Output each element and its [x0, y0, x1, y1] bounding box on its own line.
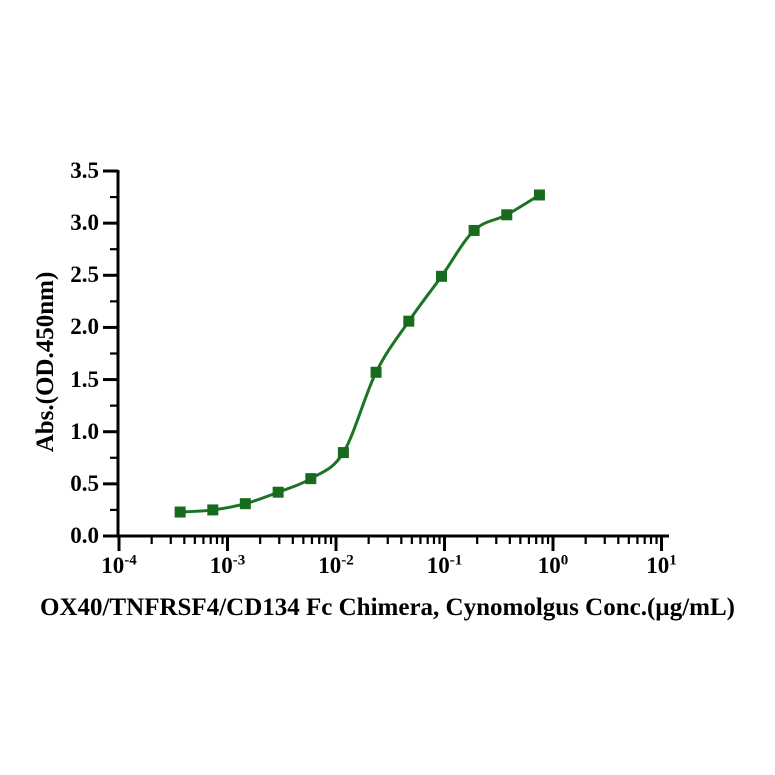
x-axis-title: OX40/TNFRSF4/CD134 Fc Chimera, Cynomolgu… [40, 594, 735, 621]
x-tick-label: 100 [537, 552, 569, 578]
data-point-marker [468, 224, 480, 236]
data-point-marker [370, 366, 382, 378]
data-point-marker [501, 209, 513, 221]
data-point-marker [337, 447, 349, 459]
data-point-marker [533, 189, 545, 201]
data-point-marker [239, 498, 251, 510]
x-tick-label: 101 [646, 552, 677, 578]
y-tick-label: 2.0 [70, 314, 99, 340]
y-axis-title: Abs.(OD.450nm) [32, 271, 59, 453]
y-tick-label: 1.0 [70, 418, 99, 444]
y-tick-label: 1.5 [70, 366, 99, 392]
y-tick-label: 3.5 [70, 158, 99, 183]
y-tick-label: 3.0 [70, 210, 99, 236]
data-point-marker [174, 506, 186, 518]
data-point-marker [207, 504, 219, 516]
x-tick-label: 10-4 [101, 552, 137, 578]
x-tick-label: 10-2 [318, 552, 354, 578]
y-tick-label: 2.5 [70, 262, 99, 288]
data-point-marker [403, 315, 415, 327]
x-tick-label: 10-1 [426, 552, 463, 578]
fit-curve [178, 193, 541, 514]
x-tick-label: 10-3 [209, 552, 246, 578]
data-point-marker [272, 486, 284, 498]
y-tick-label: 0.0 [70, 523, 99, 548]
y-tick-label: 0.5 [70, 470, 99, 496]
data-point-marker [305, 473, 317, 485]
data-point-marker [435, 270, 447, 282]
